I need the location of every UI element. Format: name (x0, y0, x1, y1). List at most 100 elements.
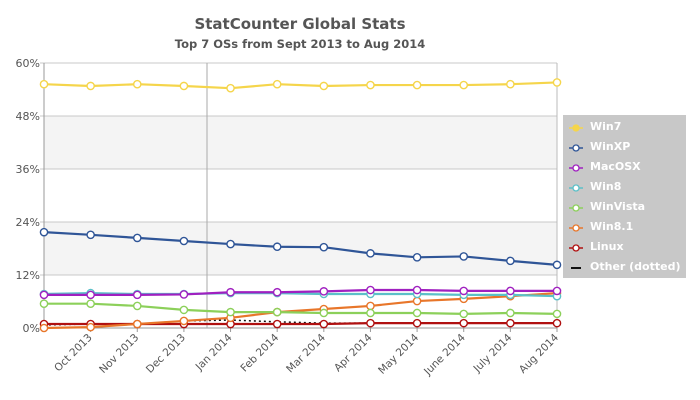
data-point[interactable] (552, 78, 562, 87)
data-point[interactable] (86, 299, 95, 309)
data-point[interactable] (226, 83, 235, 93)
line-marker-icon (569, 244, 583, 252)
data-point[interactable] (552, 260, 562, 270)
y-tick-label: 0% (23, 322, 40, 335)
data-point[interactable] (366, 80, 375, 90)
data-point[interactable] (319, 242, 329, 252)
data-point[interactable] (412, 296, 422, 306)
data-point[interactable] (459, 286, 469, 296)
data-point[interactable] (226, 239, 235, 249)
x-tick-label: Aug 2014 (517, 331, 561, 375)
data-point[interactable] (86, 81, 95, 91)
line-marker-icon (569, 164, 583, 172)
y-tick-label: 48% (16, 110, 40, 123)
data-point[interactable] (39, 299, 49, 309)
data-point[interactable] (39, 79, 49, 89)
legend-label: MacOSX (590, 160, 641, 173)
legend-label: Linux (590, 240, 624, 253)
data-point[interactable] (226, 287, 235, 297)
data-point[interactable] (226, 307, 235, 317)
data-point[interactable] (412, 80, 422, 90)
data-point[interactable] (132, 319, 142, 329)
grid-band (44, 116, 557, 169)
data-point[interactable] (459, 80, 469, 90)
data-point[interactable] (272, 242, 282, 252)
x-tick-label: Feb 2014 (238, 331, 281, 374)
data-point[interactable] (179, 290, 189, 299)
data-point[interactable] (412, 308, 422, 318)
series-macosx (39, 285, 562, 300)
x-tick-label: Nov 2013 (97, 332, 141, 376)
data-point[interactable] (179, 81, 189, 91)
series-winxp (39, 227, 562, 270)
legend-item-win8[interactable]: Win8 (563, 178, 686, 198)
data-point[interactable] (39, 290, 49, 300)
data-point[interactable] (366, 301, 375, 311)
data-point[interactable] (179, 305, 189, 315)
x-tick-label: Mar 2014 (284, 331, 328, 375)
data-point[interactable] (552, 318, 562, 328)
data-point[interactable] (179, 316, 189, 326)
data-point[interactable] (86, 230, 95, 240)
data-point[interactable] (272, 79, 282, 89)
series-linux (39, 318, 562, 329)
data-point[interactable] (39, 323, 49, 333)
data-point[interactable] (179, 236, 189, 246)
legend-item-macosx[interactable]: MacOSX (563, 158, 686, 178)
legend-label: Win8 (590, 180, 622, 193)
data-point[interactable] (552, 286, 562, 296)
x-tick-label: July 2014 (471, 331, 515, 375)
data-point[interactable] (132, 79, 142, 89)
data-point[interactable] (459, 309, 469, 319)
data-point[interactable] (39, 227, 49, 237)
legend-item-winvista[interactable]: WinVista (563, 198, 686, 218)
data-point[interactable] (412, 285, 422, 295)
legend-label: WinXP (590, 140, 631, 153)
line-marker-icon (569, 204, 583, 212)
data-point[interactable] (366, 285, 375, 295)
data-point[interactable] (552, 309, 562, 319)
data-point[interactable] (86, 290, 95, 300)
y-tick-label: 24% (16, 216, 40, 229)
data-point[interactable] (366, 249, 375, 258)
line-marker-icon (569, 184, 583, 192)
chart-title: StatCounter Global Stats (194, 15, 406, 33)
data-point[interactable] (366, 318, 375, 328)
data-point[interactable] (319, 319, 329, 329)
x-tick-label: Oct 2013 (52, 332, 95, 375)
data-point[interactable] (319, 81, 329, 91)
legend-item-other-dotted-[interactable]: Other (dotted) (563, 258, 686, 278)
x-tick-label: Jan 2014 (193, 331, 235, 373)
data-point[interactable] (319, 287, 329, 296)
data-point[interactable] (459, 318, 469, 328)
legend-item-winxp[interactable]: WinXP (563, 138, 686, 158)
data-point[interactable] (506, 318, 515, 328)
x-tick-label: May 2014 (376, 331, 421, 376)
data-point[interactable] (86, 322, 95, 332)
legend-item-win8-1[interactable]: Win8.1 (563, 218, 686, 238)
legend-item-win7[interactable]: Win7 (563, 118, 686, 138)
data-point[interactable] (506, 286, 515, 296)
data-point[interactable] (272, 319, 282, 329)
chart-subtitle: Top 7 OSs from Sept 2013 to Aug 2014 (174, 37, 426, 51)
data-point[interactable] (272, 287, 282, 297)
data-point[interactable] (412, 253, 422, 262)
data-point[interactable] (506, 308, 515, 318)
data-point[interactable] (506, 256, 515, 266)
legend-item-linux[interactable]: Linux (563, 238, 686, 258)
data-point[interactable] (459, 252, 469, 261)
legend-label: Other (dotted) (590, 260, 681, 273)
x-tick-label: Dec 2013 (144, 332, 188, 376)
data-point[interactable] (506, 79, 515, 89)
data-point[interactable] (132, 233, 142, 243)
data-point[interactable] (319, 308, 329, 318)
series-winvista (39, 299, 562, 319)
data-point[interactable] (366, 308, 375, 318)
data-point[interactable] (412, 318, 422, 328)
data-point[interactable] (272, 307, 282, 317)
y-tick-label: 12% (16, 269, 40, 282)
data-point[interactable] (132, 301, 142, 311)
line-marker-icon (569, 144, 583, 152)
data-point[interactable] (132, 290, 142, 300)
legend: Win7 WinXP MacOSX Win8 WinVista Win8.1 Linux Ot… (563, 115, 686, 278)
